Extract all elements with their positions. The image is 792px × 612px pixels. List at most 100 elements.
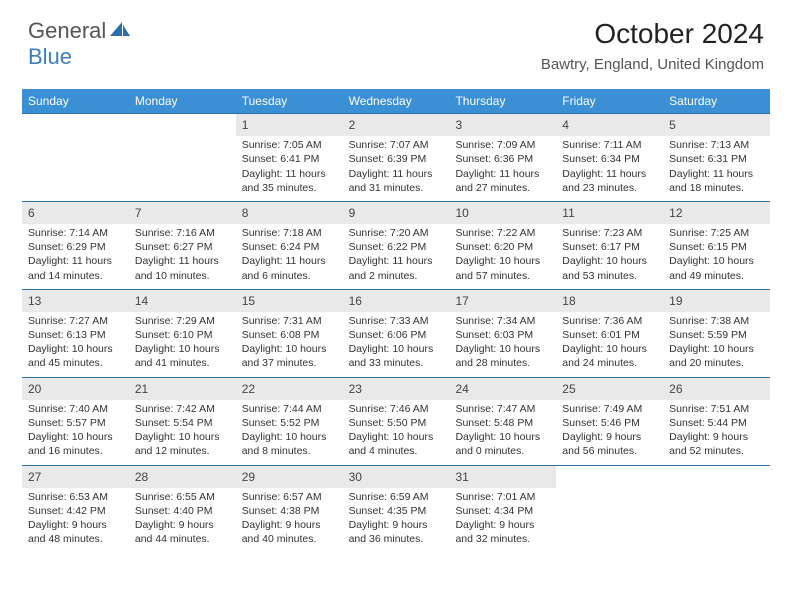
calendar: SundayMondayTuesdayWednesdayThursdayFrid… [22,89,770,552]
calendar-day-cell: 16Sunrise: 7:33 AMSunset: 6:06 PMDayligh… [343,290,450,377]
calendar-day-cell: 5Sunrise: 7:13 AMSunset: 6:31 PMDaylight… [663,114,770,201]
day-number: 10 [449,202,556,224]
day-details: Sunrise: 7:27 AMSunset: 6:13 PMDaylight:… [28,314,123,371]
day-number: 13 [22,290,129,312]
day-number: 25 [556,378,663,400]
day-of-week-header: Thursday [449,89,556,113]
calendar-day-cell: 25Sunrise: 7:49 AMSunset: 5:46 PMDayligh… [556,378,663,465]
day-number: 11 [556,202,663,224]
day-details: Sunrise: 7:09 AMSunset: 6:36 PMDaylight:… [455,138,550,195]
day-number: 12 [663,202,770,224]
day-number: 7 [129,202,236,224]
calendar-day-cell: 31Sunrise: 7:01 AMSunset: 4:34 PMDayligh… [449,466,556,553]
day-of-week-header: Monday [129,89,236,113]
calendar-day-cell: 23Sunrise: 7:46 AMSunset: 5:50 PMDayligh… [343,378,450,465]
day-details: Sunrise: 7:07 AMSunset: 6:39 PMDaylight:… [349,138,444,195]
day-number: 16 [343,290,450,312]
day-number: 14 [129,290,236,312]
day-number: 15 [236,290,343,312]
day-number: 21 [129,378,236,400]
calendar-empty-cell [556,466,663,553]
calendar-day-cell: 2Sunrise: 7:07 AMSunset: 6:39 PMDaylight… [343,114,450,201]
day-number: 22 [236,378,343,400]
day-details: Sunrise: 7:36 AMSunset: 6:01 PMDaylight:… [562,314,657,371]
header: General Blue October 2024 Bawtry, Englan… [0,0,792,79]
day-details: Sunrise: 6:57 AMSunset: 4:38 PMDaylight:… [242,490,337,547]
day-number: 4 [556,114,663,136]
calendar-day-cell: 26Sunrise: 7:51 AMSunset: 5:44 PMDayligh… [663,378,770,465]
calendar-day-cell: 18Sunrise: 7:36 AMSunset: 6:01 PMDayligh… [556,290,663,377]
day-details: Sunrise: 7:46 AMSunset: 5:50 PMDaylight:… [349,402,444,459]
day-details: Sunrise: 7:23 AMSunset: 6:17 PMDaylight:… [562,226,657,283]
calendar-empty-cell [663,466,770,553]
day-number: 5 [663,114,770,136]
day-number: 29 [236,466,343,488]
day-number: 27 [22,466,129,488]
day-of-week-header: Tuesday [236,89,343,113]
day-details: Sunrise: 7:01 AMSunset: 4:34 PMDaylight:… [455,490,550,547]
calendar-day-cell: 8Sunrise: 7:18 AMSunset: 6:24 PMDaylight… [236,202,343,289]
page-title: October 2024 [541,18,764,50]
day-number: 1 [236,114,343,136]
day-number: 8 [236,202,343,224]
calendar-day-cell: 1Sunrise: 7:05 AMSunset: 6:41 PMDaylight… [236,114,343,201]
page-subtitle: Bawtry, England, United Kingdom [541,56,764,73]
day-number: 17 [449,290,556,312]
day-details: Sunrise: 7:14 AMSunset: 6:29 PMDaylight:… [28,226,123,283]
calendar-day-cell: 27Sunrise: 6:53 AMSunset: 4:42 PMDayligh… [22,466,129,553]
day-details: Sunrise: 7:13 AMSunset: 6:31 PMDaylight:… [669,138,764,195]
day-number: 20 [22,378,129,400]
day-number: 30 [343,466,450,488]
day-details: Sunrise: 7:34 AMSunset: 6:03 PMDaylight:… [455,314,550,371]
day-details: Sunrise: 7:49 AMSunset: 5:46 PMDaylight:… [562,402,657,459]
day-number: 31 [449,466,556,488]
calendar-day-cell: 3Sunrise: 7:09 AMSunset: 6:36 PMDaylight… [449,114,556,201]
day-details: Sunrise: 7:42 AMSunset: 5:54 PMDaylight:… [135,402,230,459]
day-details: Sunrise: 7:18 AMSunset: 6:24 PMDaylight:… [242,226,337,283]
day-details: Sunrise: 7:16 AMSunset: 6:27 PMDaylight:… [135,226,230,283]
day-details: Sunrise: 7:29 AMSunset: 6:10 PMDaylight:… [135,314,230,371]
calendar-weeks: 1Sunrise: 7:05 AMSunset: 6:41 PMDaylight… [22,113,770,552]
day-details: Sunrise: 7:47 AMSunset: 5:48 PMDaylight:… [455,402,550,459]
calendar-day-cell: 12Sunrise: 7:25 AMSunset: 6:15 PMDayligh… [663,202,770,289]
calendar-week-row: 6Sunrise: 7:14 AMSunset: 6:29 PMDaylight… [22,201,770,289]
day-of-week-row: SundayMondayTuesdayWednesdayThursdayFrid… [22,89,770,113]
calendar-day-cell: 24Sunrise: 7:47 AMSunset: 5:48 PMDayligh… [449,378,556,465]
logo-sail-icon [108,20,132,38]
calendar-day-cell: 20Sunrise: 7:40 AMSunset: 5:57 PMDayligh… [22,378,129,465]
day-number: 19 [663,290,770,312]
day-details: Sunrise: 6:55 AMSunset: 4:40 PMDaylight:… [135,490,230,547]
title-block: October 2024 Bawtry, England, United Kin… [541,18,764,73]
day-of-week-header: Wednesday [343,89,450,113]
day-details: Sunrise: 7:33 AMSunset: 6:06 PMDaylight:… [349,314,444,371]
calendar-week-row: 13Sunrise: 7:27 AMSunset: 6:13 PMDayligh… [22,289,770,377]
day-details: Sunrise: 7:20 AMSunset: 6:22 PMDaylight:… [349,226,444,283]
day-details: Sunrise: 7:44 AMSunset: 5:52 PMDaylight:… [242,402,337,459]
calendar-day-cell: 7Sunrise: 7:16 AMSunset: 6:27 PMDaylight… [129,202,236,289]
calendar-day-cell: 9Sunrise: 7:20 AMSunset: 6:22 PMDaylight… [343,202,450,289]
day-number: 23 [343,378,450,400]
day-number: 3 [449,114,556,136]
logo: General Blue [28,18,132,70]
logo-text-blue: Blue [28,44,72,69]
day-details: Sunrise: 7:05 AMSunset: 6:41 PMDaylight:… [242,138,337,195]
calendar-week-row: 1Sunrise: 7:05 AMSunset: 6:41 PMDaylight… [22,113,770,201]
calendar-day-cell: 11Sunrise: 7:23 AMSunset: 6:17 PMDayligh… [556,202,663,289]
day-number: 28 [129,466,236,488]
calendar-day-cell: 29Sunrise: 6:57 AMSunset: 4:38 PMDayligh… [236,466,343,553]
calendar-empty-cell [22,114,129,201]
calendar-day-cell: 30Sunrise: 6:59 AMSunset: 4:35 PMDayligh… [343,466,450,553]
calendar-week-row: 20Sunrise: 7:40 AMSunset: 5:57 PMDayligh… [22,377,770,465]
day-details: Sunrise: 7:40 AMSunset: 5:57 PMDaylight:… [28,402,123,459]
day-number: 2 [343,114,450,136]
calendar-day-cell: 13Sunrise: 7:27 AMSunset: 6:13 PMDayligh… [22,290,129,377]
day-number: 9 [343,202,450,224]
day-details: Sunrise: 7:25 AMSunset: 6:15 PMDaylight:… [669,226,764,283]
day-details: Sunrise: 6:59 AMSunset: 4:35 PMDaylight:… [349,490,444,547]
day-of-week-header: Sunday [22,89,129,113]
day-details: Sunrise: 7:22 AMSunset: 6:20 PMDaylight:… [455,226,550,283]
day-details: Sunrise: 7:51 AMSunset: 5:44 PMDaylight:… [669,402,764,459]
calendar-day-cell: 21Sunrise: 7:42 AMSunset: 5:54 PMDayligh… [129,378,236,465]
calendar-day-cell: 17Sunrise: 7:34 AMSunset: 6:03 PMDayligh… [449,290,556,377]
calendar-day-cell: 10Sunrise: 7:22 AMSunset: 6:20 PMDayligh… [449,202,556,289]
